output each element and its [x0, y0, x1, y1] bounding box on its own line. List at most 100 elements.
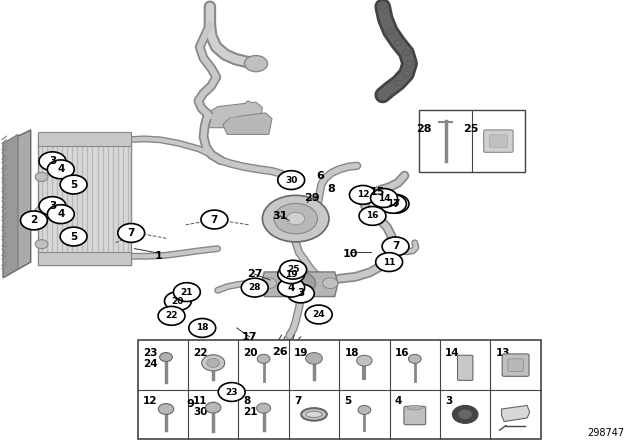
Circle shape — [284, 272, 316, 294]
Circle shape — [164, 292, 191, 310]
Text: 7: 7 — [392, 241, 399, 251]
Text: 14: 14 — [378, 194, 390, 202]
Circle shape — [323, 278, 338, 289]
Text: 6: 6 — [316, 171, 324, 181]
Text: 2: 2 — [30, 215, 38, 225]
FancyBboxPatch shape — [138, 340, 541, 439]
FancyBboxPatch shape — [502, 354, 529, 376]
Circle shape — [382, 194, 409, 213]
FancyBboxPatch shape — [38, 252, 131, 265]
Polygon shape — [261, 272, 338, 297]
Text: 27: 27 — [247, 269, 262, 279]
Circle shape — [261, 278, 276, 289]
Circle shape — [241, 278, 268, 297]
Circle shape — [305, 305, 332, 324]
Polygon shape — [3, 134, 18, 278]
Text: 26: 26 — [273, 347, 288, 357]
Circle shape — [459, 410, 472, 419]
Circle shape — [380, 194, 406, 213]
Text: 18: 18 — [344, 348, 359, 358]
Circle shape — [359, 207, 386, 225]
Circle shape — [257, 354, 270, 363]
Text: 13: 13 — [387, 199, 399, 208]
Text: 3: 3 — [297, 289, 305, 298]
Polygon shape — [502, 405, 530, 422]
Circle shape — [278, 278, 305, 297]
Circle shape — [287, 284, 314, 303]
Text: 10: 10 — [343, 250, 358, 259]
Text: 17: 17 — [242, 332, 257, 342]
Text: 3: 3 — [49, 201, 56, 211]
Circle shape — [202, 355, 225, 371]
Circle shape — [382, 237, 409, 256]
Text: 7: 7 — [294, 396, 301, 406]
Text: 28: 28 — [416, 124, 431, 134]
Circle shape — [278, 171, 305, 190]
Text: 16: 16 — [395, 348, 409, 358]
FancyBboxPatch shape — [508, 359, 524, 371]
Circle shape — [257, 403, 271, 413]
FancyBboxPatch shape — [484, 130, 513, 152]
Circle shape — [207, 358, 220, 367]
Text: 19: 19 — [285, 270, 298, 279]
Text: 20: 20 — [244, 348, 258, 358]
FancyBboxPatch shape — [458, 355, 473, 380]
Text: 21: 21 — [180, 288, 193, 297]
Circle shape — [47, 205, 74, 224]
Circle shape — [159, 353, 172, 362]
Text: 4: 4 — [57, 209, 65, 219]
Polygon shape — [223, 113, 272, 134]
FancyBboxPatch shape — [404, 406, 426, 425]
Text: 25: 25 — [463, 124, 478, 134]
Circle shape — [452, 405, 478, 423]
Text: 18: 18 — [196, 323, 209, 332]
Circle shape — [35, 206, 48, 215]
Circle shape — [376, 253, 403, 271]
Text: 298747: 298747 — [587, 428, 624, 438]
Circle shape — [287, 212, 305, 225]
Text: 16: 16 — [366, 211, 379, 220]
Text: 22: 22 — [193, 348, 207, 358]
Text: 8: 8 — [328, 184, 335, 194]
Text: 11
30: 11 30 — [193, 396, 207, 417]
Circle shape — [35, 172, 48, 181]
Circle shape — [358, 405, 371, 414]
Text: 22: 22 — [165, 311, 178, 320]
Text: 15: 15 — [370, 187, 385, 197]
Text: 3: 3 — [445, 396, 452, 406]
Text: 4: 4 — [395, 396, 402, 406]
Text: 13: 13 — [495, 348, 510, 358]
Circle shape — [218, 383, 245, 401]
Circle shape — [205, 402, 221, 413]
FancyBboxPatch shape — [38, 132, 131, 146]
Text: 23
24: 23 24 — [143, 348, 157, 370]
Text: 12: 12 — [143, 396, 157, 406]
Circle shape — [306, 353, 323, 364]
Ellipse shape — [407, 405, 422, 410]
Text: 4: 4 — [287, 283, 295, 293]
Text: 5: 5 — [344, 396, 351, 406]
Circle shape — [244, 56, 268, 72]
Text: 9: 9 — [187, 399, 195, 409]
Text: 29: 29 — [305, 193, 320, 203]
Text: 8
21: 8 21 — [244, 396, 258, 417]
Circle shape — [60, 175, 87, 194]
Circle shape — [39, 152, 66, 171]
Polygon shape — [3, 130, 31, 278]
Text: 30: 30 — [285, 176, 298, 185]
Circle shape — [60, 227, 87, 246]
Text: 5: 5 — [70, 180, 77, 190]
Circle shape — [158, 306, 185, 325]
Circle shape — [118, 224, 145, 242]
Circle shape — [274, 203, 317, 234]
Ellipse shape — [306, 411, 323, 418]
Text: 7: 7 — [211, 215, 218, 224]
Text: 11: 11 — [383, 258, 396, 267]
Text: 25: 25 — [287, 265, 300, 274]
Text: 28: 28 — [248, 283, 261, 292]
Circle shape — [39, 197, 66, 215]
Circle shape — [356, 355, 372, 366]
Circle shape — [189, 319, 216, 337]
Circle shape — [35, 240, 48, 249]
Circle shape — [47, 160, 74, 179]
